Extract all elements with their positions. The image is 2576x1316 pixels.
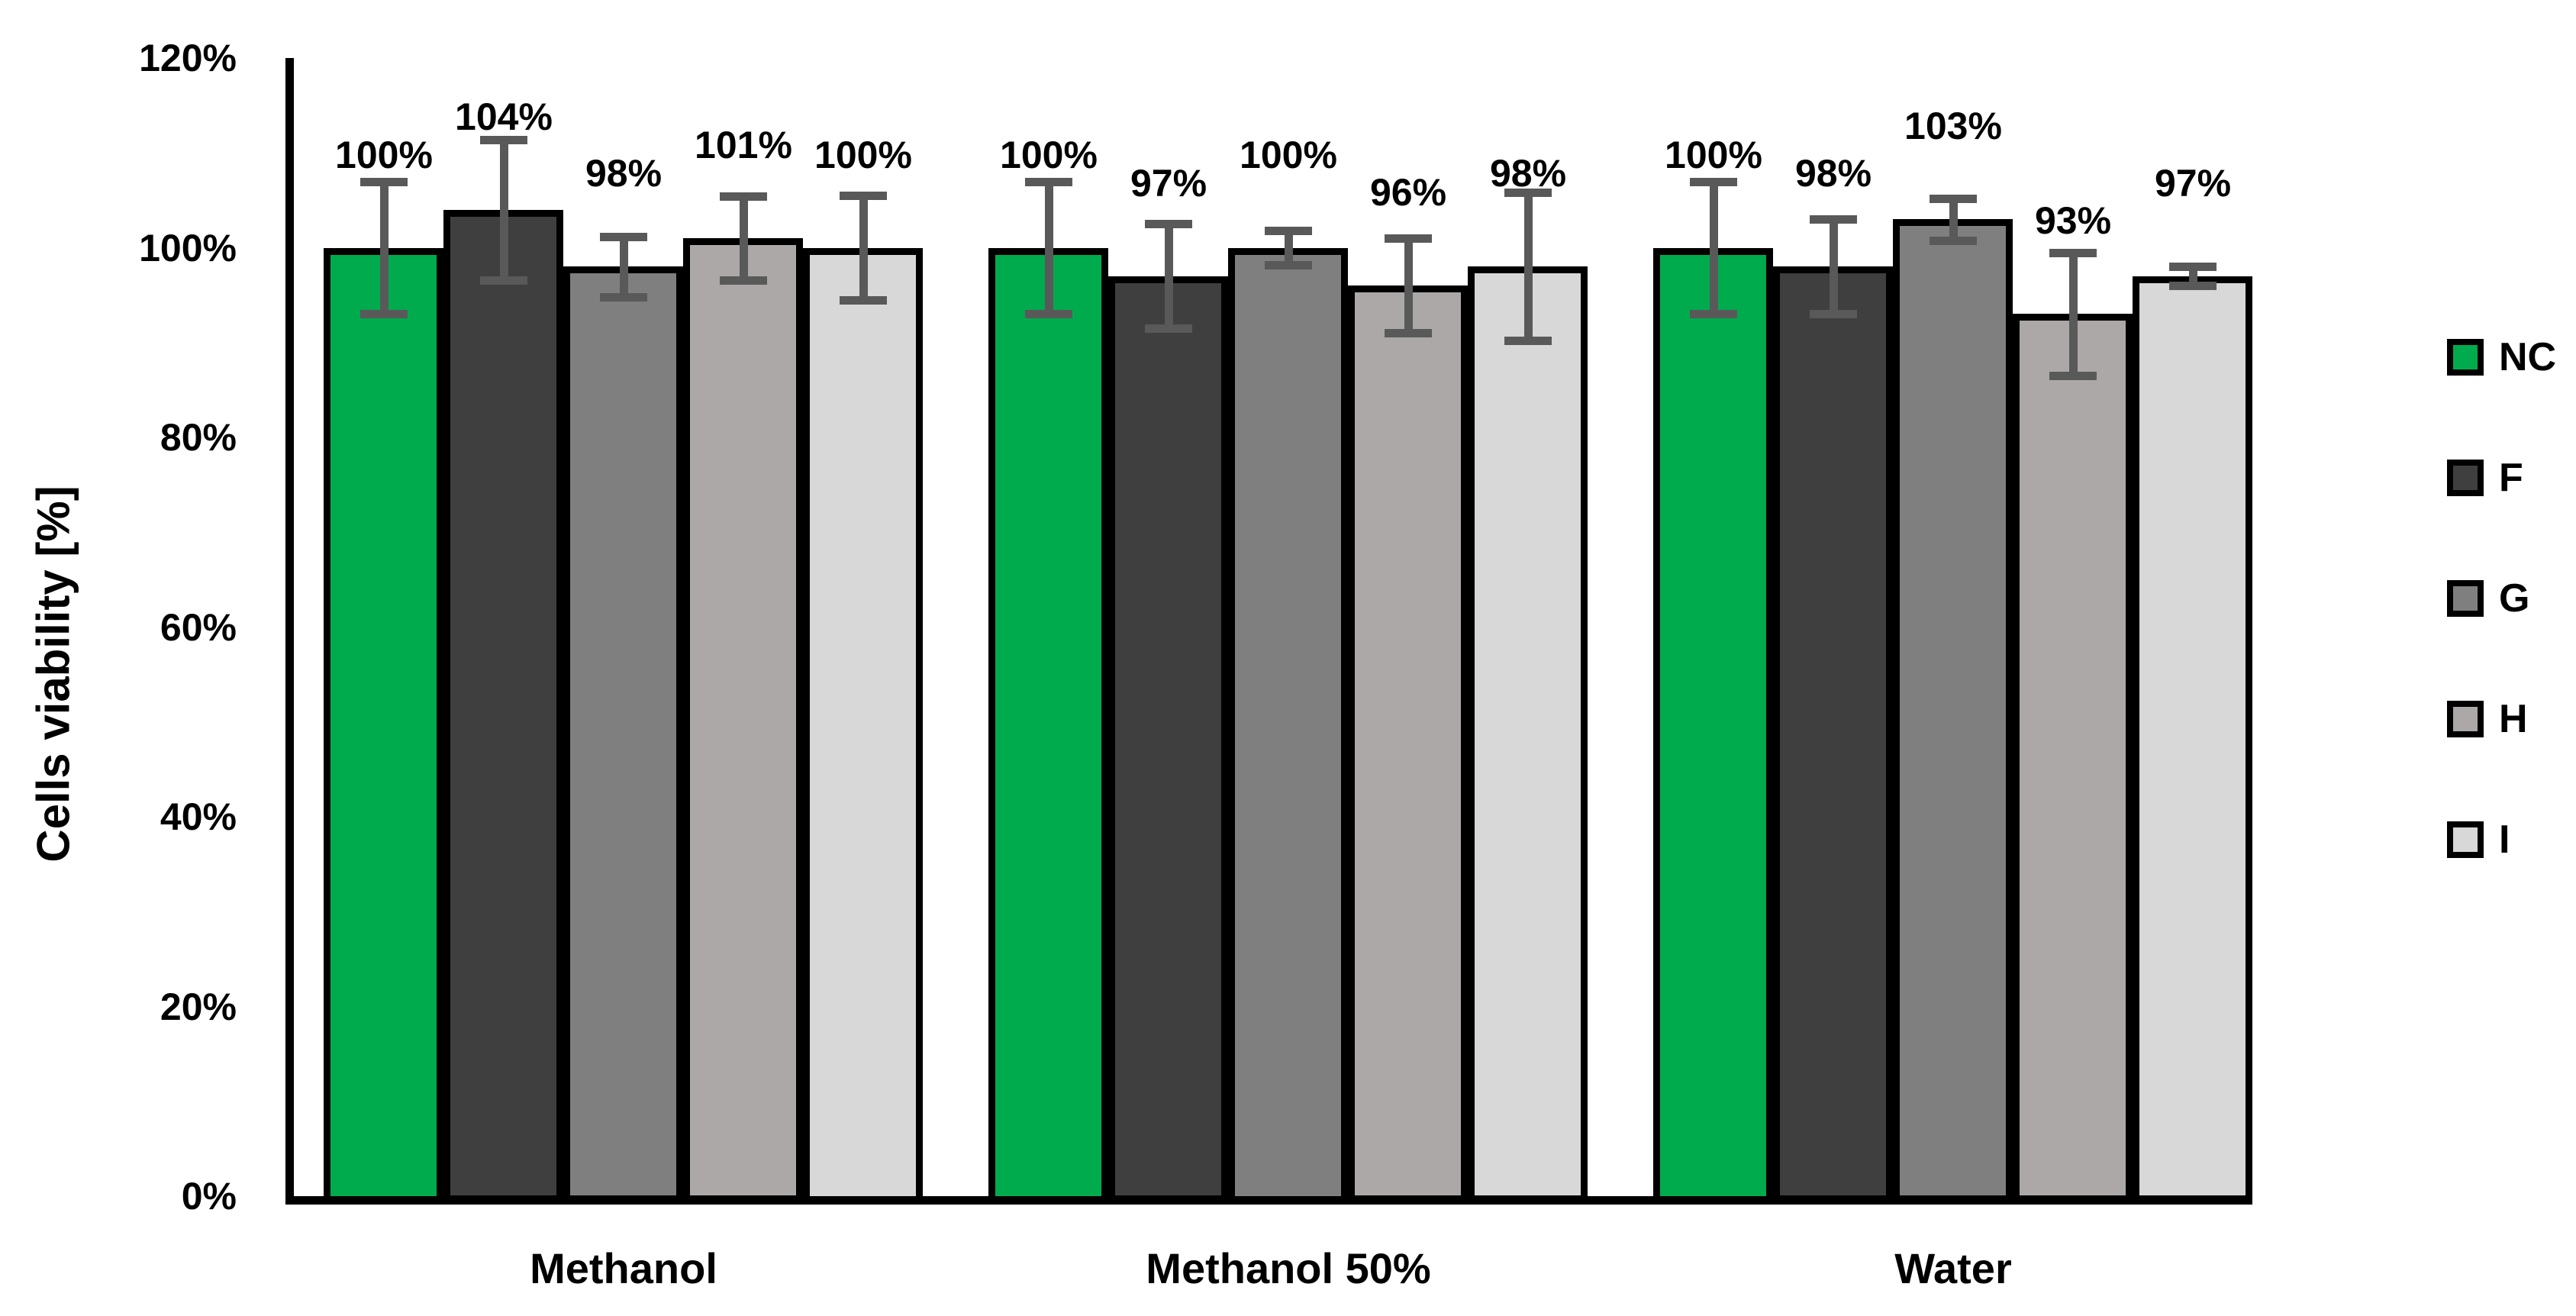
data-label-F-3: 98% bbox=[1794, 152, 1872, 195]
bar-F-2 bbox=[1108, 276, 1228, 1202]
error-bar-line bbox=[859, 195, 868, 300]
y-tick-label: 80% bbox=[160, 416, 237, 459]
bar-H-3 bbox=[2013, 314, 2133, 1202]
legend-label-G: G bbox=[2499, 576, 2530, 621]
error-bar-cap-bottom bbox=[1930, 237, 1977, 245]
data-label-F-1: 104% bbox=[455, 95, 553, 138]
data-label-F-2: 97% bbox=[1130, 162, 1207, 205]
error-bar-line bbox=[1165, 224, 1173, 328]
data-label-H-2: 96% bbox=[1369, 171, 1447, 214]
legend-swatch-I bbox=[2447, 821, 2484, 858]
category-label-3: Water bbox=[1894, 1244, 2012, 1292]
error-bar-cap-top bbox=[2049, 249, 2097, 257]
error-bar-cap-top bbox=[1810, 215, 1857, 224]
error-bar-cap-top bbox=[1025, 178, 1072, 186]
error-bar-cap-bottom bbox=[1265, 261, 1312, 269]
error-bar-cap-top bbox=[1265, 227, 1312, 235]
error-bar-cap-top bbox=[1145, 220, 1192, 228]
category-label-2: Methanol 50% bbox=[1146, 1244, 1431, 1292]
error-bar-line bbox=[1949, 198, 1958, 240]
error-bar-cap-bottom bbox=[360, 310, 408, 318]
bar-I-1 bbox=[803, 248, 923, 1203]
error-bar-cap-bottom bbox=[720, 276, 767, 285]
y-tick-label: 60% bbox=[160, 605, 237, 649]
bar-I-2 bbox=[1468, 266, 1588, 1202]
error-bar-line bbox=[500, 140, 508, 280]
error-bar-cap-top bbox=[1690, 178, 1737, 186]
error-bar-cap-bottom bbox=[1690, 310, 1737, 318]
bar-G-1 bbox=[563, 266, 683, 1202]
error-bar-cap-bottom bbox=[840, 296, 887, 305]
legend-label-I: I bbox=[2499, 818, 2510, 862]
error-bar-line bbox=[620, 237, 628, 298]
error-bar-cap-bottom bbox=[1810, 310, 1857, 318]
data-label-NC-3: 100% bbox=[1665, 134, 1762, 176]
x-axis-line bbox=[285, 1196, 2252, 1205]
legend-swatch-G bbox=[2447, 580, 2484, 617]
error-bar-line bbox=[1045, 182, 1053, 314]
error-bar-line bbox=[1524, 192, 1533, 340]
error-bar-line bbox=[1830, 219, 1838, 314]
error-bar-cap-bottom bbox=[1385, 329, 1432, 337]
error-bar-cap-top bbox=[360, 178, 408, 186]
y-tick-label: 0% bbox=[181, 1175, 237, 1218]
error-bar-line bbox=[2189, 266, 2197, 285]
legend-swatch-NC bbox=[2447, 339, 2484, 376]
error-bar-line bbox=[1404, 238, 1413, 333]
data-label-G-3: 103% bbox=[1904, 105, 2002, 147]
error-bar-cap-top bbox=[1385, 234, 1432, 243]
y-tick-label: 40% bbox=[160, 795, 237, 838]
bar-G-3 bbox=[1893, 219, 2013, 1202]
error-bar-line bbox=[2069, 253, 2078, 376]
data-label-H-1: 101% bbox=[695, 124, 792, 166]
error-bar-cap-top bbox=[600, 233, 647, 241]
error-bar-cap-top bbox=[840, 192, 887, 200]
error-bar-cap-bottom bbox=[1504, 337, 1552, 345]
legend-label-F: F bbox=[2499, 456, 2523, 500]
error-bar-cap-top bbox=[1504, 189, 1552, 197]
y-axis-line bbox=[285, 58, 294, 1204]
data-label-I-1: 100% bbox=[814, 134, 912, 176]
data-label-G-2: 100% bbox=[1240, 134, 1337, 176]
legend-swatch-H bbox=[2447, 701, 2484, 737]
data-label-NC-1: 100% bbox=[335, 134, 433, 176]
error-bar-line bbox=[740, 196, 748, 279]
error-bar-cap-top bbox=[480, 136, 527, 144]
data-label-I-3: 97% bbox=[2154, 162, 2232, 205]
y-tick-label: 20% bbox=[160, 985, 237, 1028]
error-bar-cap-bottom bbox=[480, 276, 527, 285]
error-bar-cap-bottom bbox=[600, 293, 647, 302]
y-tick-label: 120% bbox=[139, 37, 237, 79]
legend-swatch-F bbox=[2447, 460, 2484, 496]
data-label-H-3: 93% bbox=[2034, 199, 2112, 242]
legend-label-NC: NC bbox=[2499, 335, 2557, 379]
bar-H-1 bbox=[683, 238, 803, 1202]
bar-G-2 bbox=[1228, 248, 1348, 1203]
error-bar-cap-top bbox=[1930, 195, 1977, 203]
error-bar-line bbox=[1710, 182, 1718, 314]
bar-NC-1 bbox=[324, 248, 443, 1203]
error-bar-cap-bottom bbox=[2169, 282, 2217, 290]
bar-H-2 bbox=[1348, 285, 1468, 1202]
error-bar-line bbox=[1285, 231, 1293, 265]
error-bar-cap-top bbox=[720, 192, 767, 201]
data-label-G-1: 98% bbox=[585, 152, 663, 195]
bar-F-3 bbox=[1773, 266, 1893, 1202]
bar-I-3 bbox=[2133, 276, 2252, 1202]
data-label-I-2: 98% bbox=[1489, 152, 1567, 195]
bar-NC-3 bbox=[1653, 248, 1773, 1203]
error-bar-cap-top bbox=[2169, 263, 2217, 271]
legend-label-H: H bbox=[2499, 697, 2528, 741]
bar-F-1 bbox=[443, 210, 563, 1202]
error-bar-cap-bottom bbox=[1145, 324, 1192, 333]
error-bar-line bbox=[380, 182, 388, 314]
error-bar-cap-bottom bbox=[1025, 310, 1072, 318]
category-label-1: Methanol bbox=[530, 1244, 717, 1292]
error-bar-cap-bottom bbox=[2049, 372, 2097, 380]
data-label-NC-2: 100% bbox=[1000, 134, 1098, 176]
y-tick-label: 100% bbox=[139, 226, 237, 269]
bar-NC-2 bbox=[988, 248, 1108, 1203]
